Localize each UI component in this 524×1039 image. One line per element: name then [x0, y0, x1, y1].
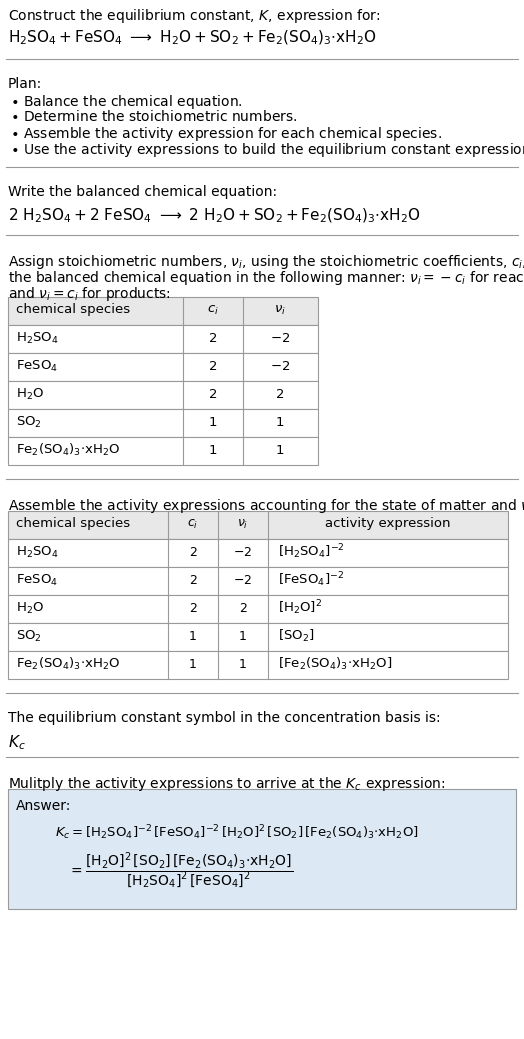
Text: 1: 1 [209, 416, 217, 428]
Text: 1: 1 [189, 630, 197, 642]
Text: 1: 1 [189, 658, 197, 670]
Text: $\mathrm{FeSO_4}$: $\mathrm{FeSO_4}$ [16, 572, 58, 587]
Text: Write the balanced chemical equation:: Write the balanced chemical equation: [8, 185, 277, 199]
Bar [8, 381, 318, 409]
Text: 2: 2 [276, 388, 284, 400]
Text: 1: 1 [239, 630, 247, 642]
Text: $= \dfrac{[\mathrm{H_2O}]^2\,[\mathrm{SO_2}]\,[\mathrm{Fe_2(SO_4)_3{\cdot}xH_2O}: $= \dfrac{[\mathrm{H_2O}]^2\,[\mathrm{SO… [68, 851, 293, 891]
Bar [8, 325, 318, 353]
Text: 2: 2 [189, 545, 197, 559]
Text: 2: 2 [189, 602, 197, 614]
Text: Answer:: Answer: [16, 799, 71, 812]
Text: $\mathrm{FeSO_4}$: $\mathrm{FeSO_4}$ [16, 358, 58, 374]
Text: Construct the equilibrium constant, $K$, expression for:: Construct the equilibrium constant, $K$,… [8, 7, 380, 25]
Text: $-2$: $-2$ [270, 359, 290, 373]
Text: $\bullet$ Assemble the activity expression for each chemical species.: $\bullet$ Assemble the activity expressi… [10, 125, 442, 143]
Text: $-2$: $-2$ [270, 331, 290, 345]
Text: the balanced chemical equation in the following manner: $\nu_i = -c_i$ for react: the balanced chemical equation in the fo… [8, 269, 524, 287]
Text: $\bullet$ Use the activity expressions to build the equilibrium constant express: $\bullet$ Use the activity expressions t… [10, 141, 524, 159]
Text: $[\mathrm{H_2O}]^2$: $[\mathrm{H_2O}]^2$ [278, 598, 322, 617]
Text: $\mathrm{SO_2}$: $\mathrm{SO_2}$ [16, 415, 42, 429]
Text: chemical species: chemical species [16, 517, 130, 531]
Text: $\mathrm{H_2O}$: $\mathrm{H_2O}$ [16, 601, 44, 615]
Text: $-2$: $-2$ [234, 574, 253, 586]
Bar [8, 409, 318, 437]
Text: Assemble the activity expressions accounting for the state of matter and $\nu_i$: Assemble the activity expressions accoun… [8, 497, 524, 515]
Bar [8, 511, 508, 539]
Bar [8, 567, 508, 595]
Text: $c_i$: $c_i$ [207, 303, 219, 317]
Text: chemical species: chemical species [16, 303, 130, 317]
Text: Assign stoichiometric numbers, $\nu_i$, using the stoichiometric coefficients, $: Assign stoichiometric numbers, $\nu_i$, … [8, 254, 524, 271]
Text: $\bullet$ Balance the chemical equation.: $\bullet$ Balance the chemical equation. [10, 94, 243, 111]
Text: $K_c = [\mathrm{H_2SO_4}]^{-2}\,[\mathrm{FeSO_4}]^{-2}\,[\mathrm{H_2O}]^2\,[\mat: $K_c = [\mathrm{H_2SO_4}]^{-2}\,[\mathrm… [55, 823, 419, 842]
Text: $\mathrm{H_2SO_4 + FeSO_4 \ \longrightarrow \ H_2O + SO_2 + Fe_2(SO_4)_3{\cdot}x: $\mathrm{H_2SO_4 + FeSO_4 \ \longrightar… [8, 29, 377, 48]
Text: and $\nu_i = c_i$ for products:: and $\nu_i = c_i$ for products: [8, 285, 171, 303]
Text: Plan:: Plan: [8, 77, 42, 91]
Text: $-2$: $-2$ [234, 545, 253, 559]
Text: $c_i$: $c_i$ [188, 517, 199, 531]
Bar [8, 539, 508, 567]
Bar [8, 353, 318, 381]
Text: Mulitply the activity expressions to arrive at the $K_c$ expression:: Mulitply the activity expressions to arr… [8, 775, 445, 793]
Text: 1: 1 [276, 416, 284, 428]
Text: 2: 2 [209, 359, 217, 373]
Text: 2: 2 [189, 574, 197, 586]
Text: $[\mathrm{FeSO_4}]^{-2}$: $[\mathrm{FeSO_4}]^{-2}$ [278, 570, 344, 589]
Text: $\nu_i$: $\nu_i$ [237, 517, 249, 531]
Text: $\mathrm{2\ H_2SO_4 + 2\ FeSO_4 \ \longrightarrow \ 2\ H_2O + SO_2 + Fe_2(SO_4)_: $\mathrm{2\ H_2SO_4 + 2\ FeSO_4 \ \longr… [8, 207, 421, 225]
Text: $\nu_i$: $\nu_i$ [274, 303, 286, 317]
Text: $[\mathrm{Fe_2(SO_4)_3{\cdot}xH_2O}]$: $[\mathrm{Fe_2(SO_4)_3{\cdot}xH_2O}]$ [278, 656, 392, 672]
Bar [8, 789, 516, 909]
Text: $[\mathrm{H_2SO_4}]^{-2}$: $[\mathrm{H_2SO_4}]^{-2}$ [278, 542, 345, 561]
Text: 2: 2 [209, 388, 217, 400]
Text: $K_c$: $K_c$ [8, 732, 26, 751]
Text: 1: 1 [239, 658, 247, 670]
Text: 2: 2 [209, 331, 217, 345]
Text: $\mathrm{Fe_2(SO_4)_3{\cdot}xH_2O}$: $\mathrm{Fe_2(SO_4)_3{\cdot}xH_2O}$ [16, 442, 120, 458]
Bar [8, 437, 318, 465]
Text: activity expression: activity expression [325, 517, 451, 531]
Bar [8, 595, 508, 623]
Text: $[\mathrm{SO_2}]$: $[\mathrm{SO_2}]$ [278, 628, 314, 644]
Bar [8, 651, 508, 680]
Text: $\mathrm{H_2O}$: $\mathrm{H_2O}$ [16, 387, 44, 401]
Text: 2: 2 [239, 602, 247, 614]
Bar [8, 623, 508, 651]
Text: $\bullet$ Determine the stoichiometric numbers.: $\bullet$ Determine the stoichiometric n… [10, 109, 298, 124]
Bar [8, 297, 318, 325]
Text: $\mathrm{H_2SO_4}$: $\mathrm{H_2SO_4}$ [16, 330, 59, 346]
Text: $\mathrm{SO_2}$: $\mathrm{SO_2}$ [16, 629, 42, 643]
Text: 1: 1 [276, 444, 284, 456]
Text: The equilibrium constant symbol in the concentration basis is:: The equilibrium constant symbol in the c… [8, 711, 441, 725]
Text: $\mathrm{Fe_2(SO_4)_3{\cdot}xH_2O}$: $\mathrm{Fe_2(SO_4)_3{\cdot}xH_2O}$ [16, 656, 120, 672]
Text: $\mathrm{H_2SO_4}$: $\mathrm{H_2SO_4}$ [16, 544, 59, 560]
Text: 1: 1 [209, 444, 217, 456]
